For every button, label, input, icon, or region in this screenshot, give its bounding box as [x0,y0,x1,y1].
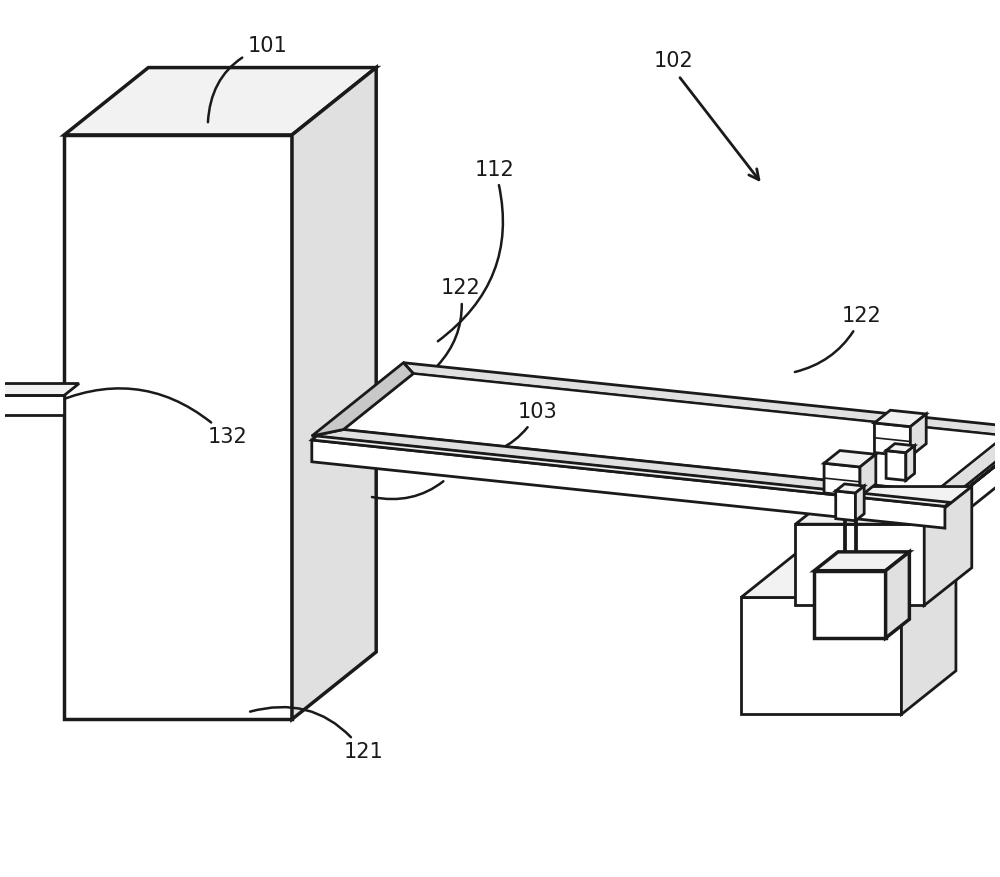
Polygon shape [403,363,1000,436]
Text: 102: 102 [653,51,693,71]
Polygon shape [910,414,926,456]
Polygon shape [0,383,79,396]
Polygon shape [292,68,376,719]
Polygon shape [886,552,909,638]
Polygon shape [935,429,1000,503]
Polygon shape [741,554,956,597]
Text: 121: 121 [250,707,383,762]
Text: 112: 112 [438,160,515,341]
Polygon shape [874,423,910,456]
Text: 122: 122 [438,278,480,366]
Text: 101: 101 [208,36,287,122]
Polygon shape [824,451,876,467]
Polygon shape [924,487,972,605]
Polygon shape [860,454,876,496]
Polygon shape [64,135,292,719]
Polygon shape [886,444,915,453]
Polygon shape [741,597,901,715]
Polygon shape [945,429,1000,506]
Polygon shape [814,552,909,571]
Polygon shape [886,451,906,481]
Polygon shape [855,486,864,521]
Polygon shape [403,367,1000,455]
Text: 122: 122 [795,306,881,372]
Polygon shape [343,374,1000,491]
Polygon shape [814,571,886,638]
Polygon shape [901,554,956,715]
Polygon shape [64,68,376,135]
Polygon shape [824,463,860,496]
Polygon shape [795,487,972,524]
Polygon shape [795,524,924,605]
Text: 103: 103 [463,403,558,457]
Polygon shape [0,396,64,415]
Polygon shape [945,433,1000,528]
Text: 132: 132 [47,389,247,447]
Polygon shape [874,410,926,427]
Polygon shape [312,363,413,436]
Polygon shape [836,491,855,521]
Polygon shape [312,440,945,528]
Polygon shape [836,484,864,493]
Polygon shape [906,446,915,481]
Text: 111: 111 [372,457,478,499]
Polygon shape [312,436,950,506]
Polygon shape [312,430,945,503]
